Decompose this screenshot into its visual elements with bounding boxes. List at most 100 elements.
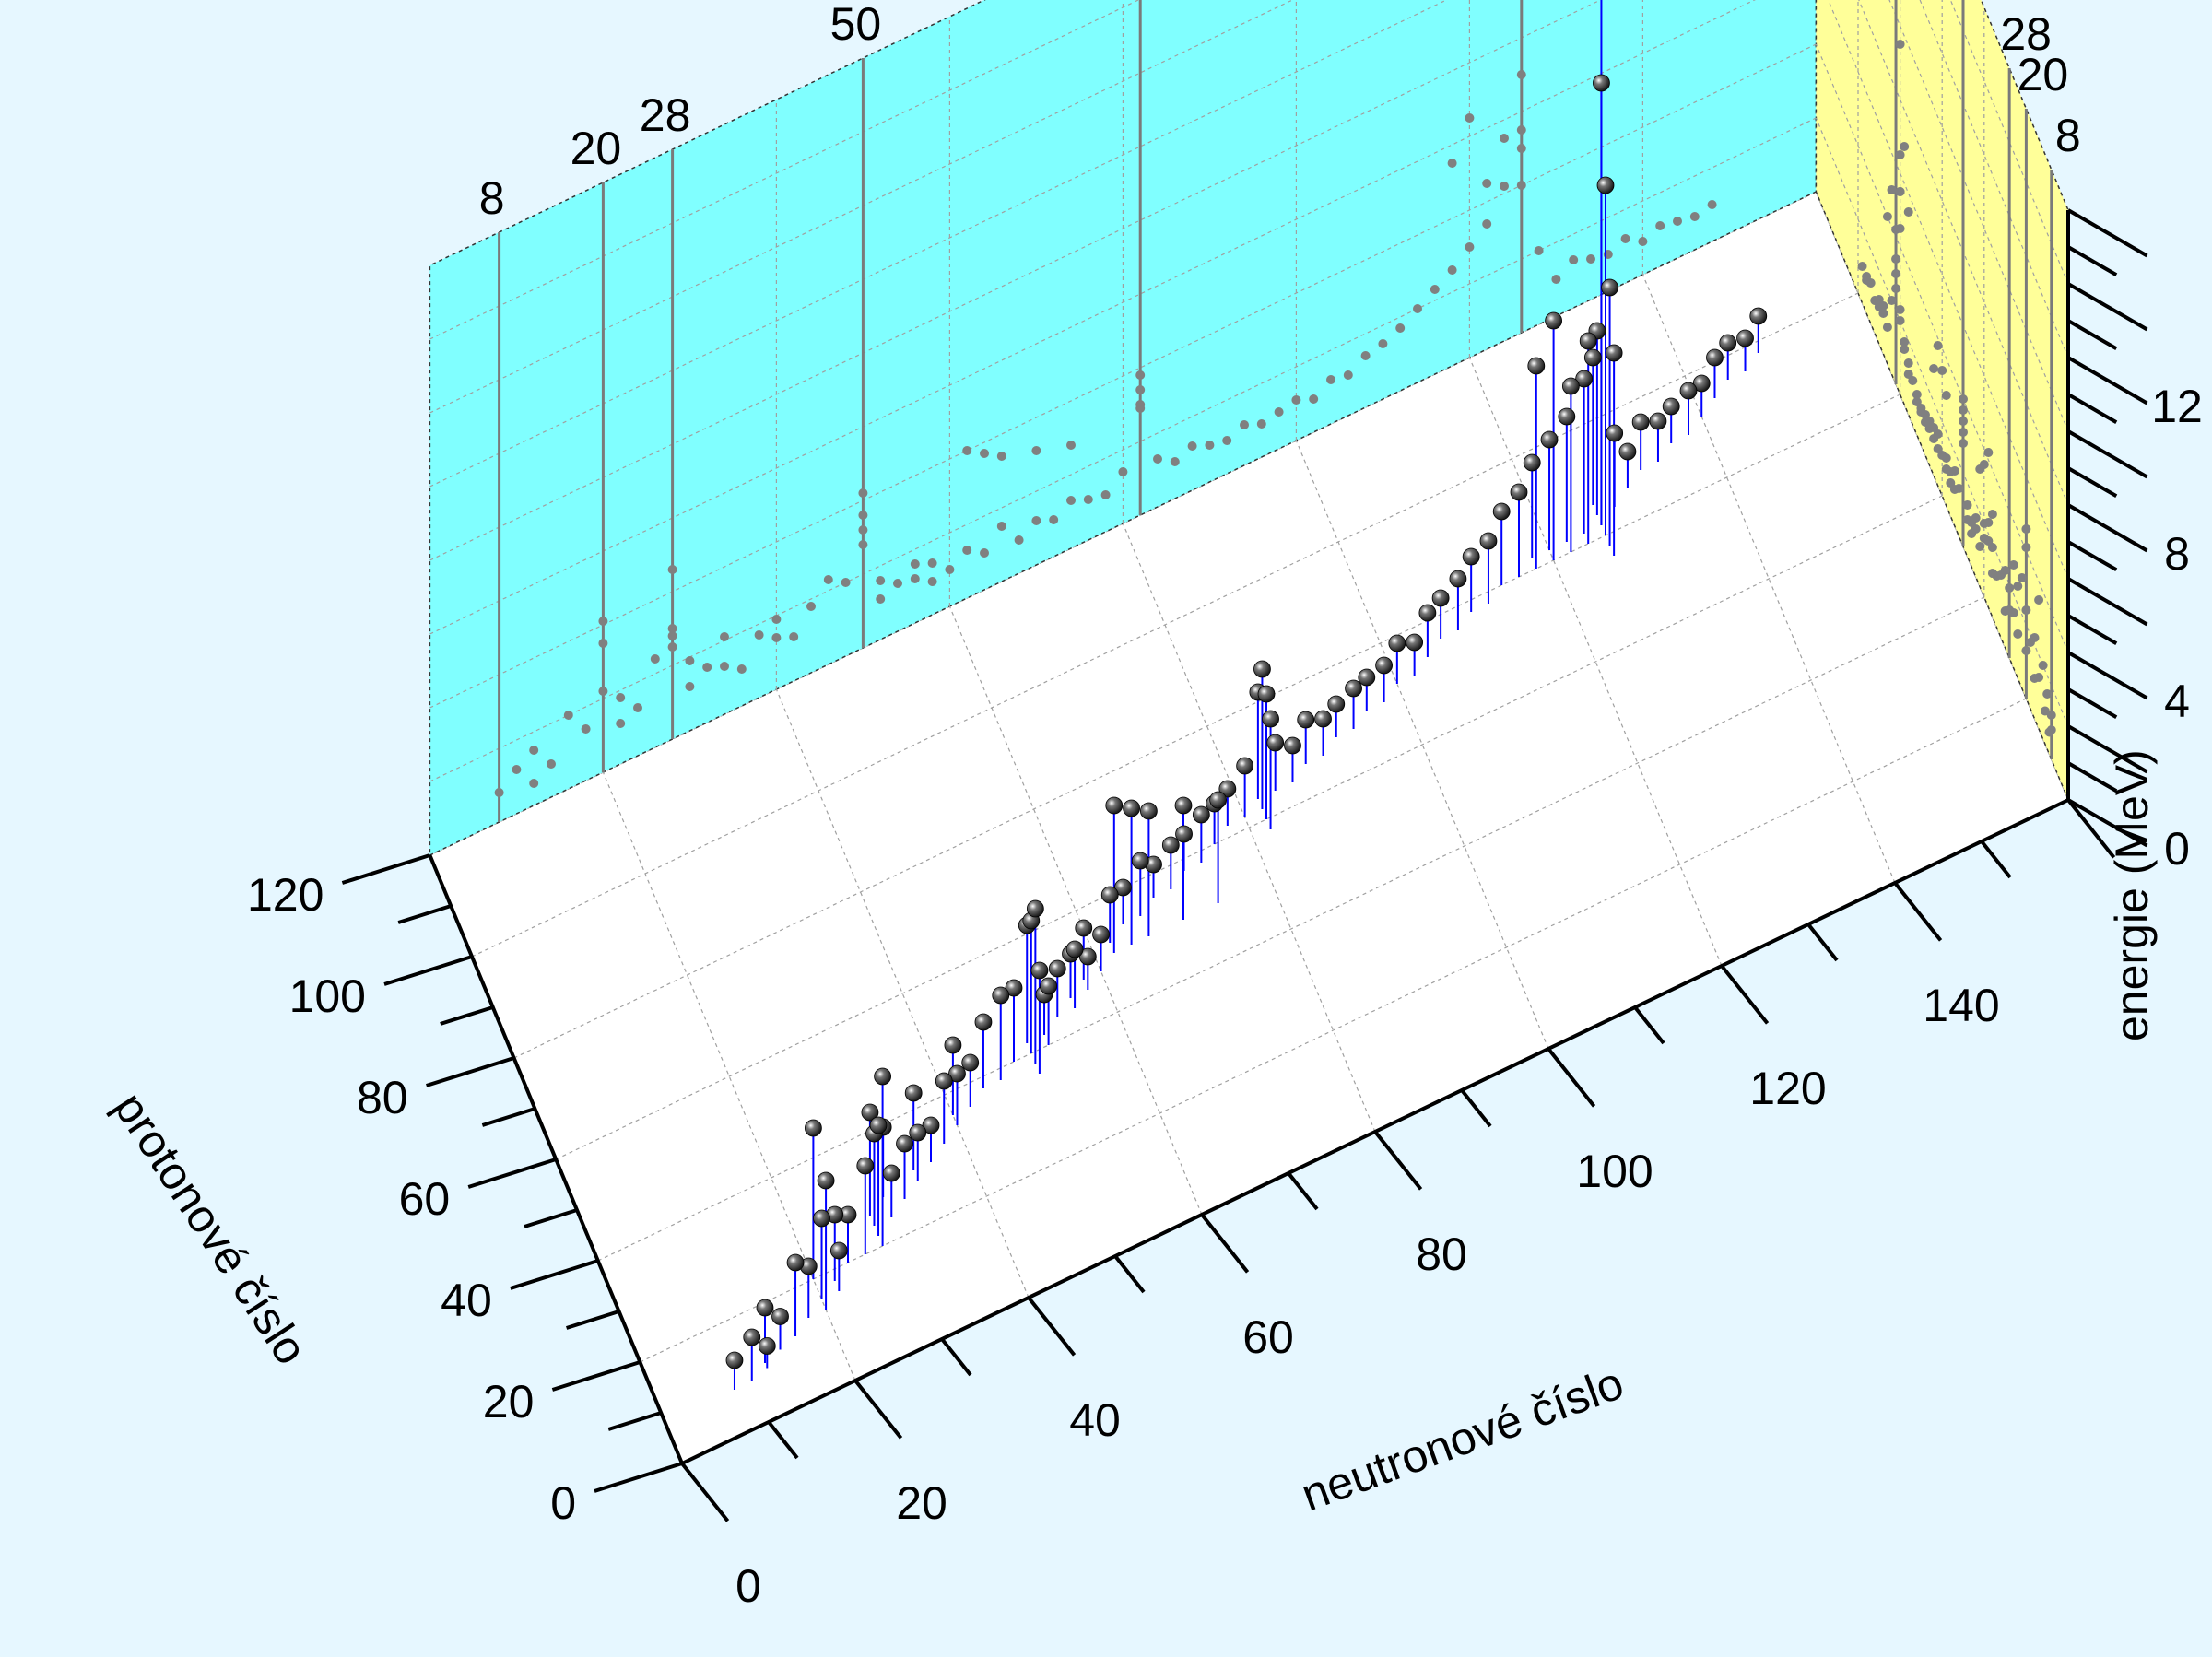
data-point <box>1026 899 1044 918</box>
data-point <box>974 1013 993 1031</box>
x-tick-label: 20 <box>896 1477 947 1529</box>
x-tick <box>680 1462 730 1522</box>
projection-dot-back <box>1170 457 1180 466</box>
z-tick <box>2066 393 2118 424</box>
projection-dot-side <box>1941 391 1951 400</box>
floor-grid-line <box>640 698 2027 1363</box>
projection-dot-back <box>1447 265 1457 275</box>
x-tick <box>1547 1047 1596 1108</box>
projection-dot-side <box>1959 439 1968 448</box>
projection-dot-side <box>1887 185 1897 194</box>
floor-grid-line <box>513 394 1900 1059</box>
projection-dot-side <box>1941 464 1951 474</box>
data-point <box>861 1103 879 1122</box>
projection-dot-back <box>667 624 677 633</box>
projection-dot-back <box>910 574 920 583</box>
back-wall-grid-line <box>429 117 1817 782</box>
y-tick <box>565 1310 620 1330</box>
projection-dot-back <box>616 719 626 728</box>
y-tick-label: 120 <box>247 869 324 921</box>
data-point <box>1575 370 1594 388</box>
data-point <box>909 1123 927 1142</box>
back-wall-grid-line <box>429 0 1602 561</box>
projection-dot-side <box>1895 40 1905 49</box>
projection-dot-back <box>1655 221 1665 230</box>
projection-dot-back <box>720 632 729 641</box>
projection-dot-back <box>996 452 1006 461</box>
magic-label-proton: 28 <box>2000 8 2052 60</box>
data-point <box>1100 886 1119 904</box>
projection-dot-side <box>1959 394 1968 404</box>
back-wall-grid-line <box>429 0 1294 414</box>
projection-dot-back <box>1240 420 1249 429</box>
y-tick-label: 20 <box>483 1376 535 1428</box>
data-point <box>1631 413 1650 431</box>
projection-dot-back <box>1707 200 1717 209</box>
projection-dot-back <box>841 578 851 587</box>
back-wall-grid-line <box>429 43 1817 709</box>
chart-gridlines <box>429 0 2069 1381</box>
x-tick <box>1287 1171 1319 1211</box>
data-point <box>1345 679 1362 698</box>
y-tick <box>510 1259 599 1290</box>
projection-dot-side <box>2005 583 2015 593</box>
y-tick <box>440 1005 494 1026</box>
z-tick-label: 0 <box>2164 823 2190 875</box>
data-point <box>1406 633 1424 652</box>
projection-dot-back <box>876 594 886 604</box>
data-point <box>1075 919 1093 937</box>
data-point <box>1140 802 1158 820</box>
chart-walls <box>429 0 2069 1465</box>
projection-dot-side <box>2042 689 2053 699</box>
data-point <box>1719 334 1737 352</box>
x-tick-label: 140 <box>1923 980 1999 1031</box>
projection-dot-side <box>1929 364 1939 373</box>
data-point <box>1579 332 1597 350</box>
data-point <box>1266 734 1285 752</box>
projection-dot-back <box>720 662 729 671</box>
data-point <box>1048 959 1066 978</box>
projection-dot-back <box>1100 490 1111 499</box>
projection-dot-back <box>1500 182 1509 191</box>
projection-dot-side <box>1920 417 1930 427</box>
projection-dot-side <box>1987 569 1997 578</box>
projection-dot-side <box>1903 207 1913 217</box>
projection-dot-side <box>1891 284 1901 293</box>
projection-dot-back <box>806 602 816 611</box>
projection-dot-side <box>1967 529 1977 538</box>
projection-dot-side <box>2021 524 2031 534</box>
projection-dot-back <box>702 663 712 672</box>
projection-dot-side <box>1903 370 1913 379</box>
data-point <box>1706 348 1724 367</box>
data-point <box>1492 502 1511 521</box>
data-point <box>1388 634 1406 652</box>
data-point <box>948 1064 966 1083</box>
projection-dot-back <box>1256 419 1266 429</box>
z-tick <box>2066 208 2148 258</box>
projection-dot-back <box>1500 134 1509 143</box>
x-tick <box>2066 798 2116 859</box>
data-point <box>1523 453 1541 472</box>
projection-dot-back <box>598 617 608 626</box>
projection-dot-side <box>1900 142 1910 151</box>
projection-dot-back <box>1083 495 1093 504</box>
data-point <box>817 1171 835 1190</box>
x-tick <box>853 1379 903 1440</box>
projection-dot-side <box>1882 323 1892 332</box>
y-tick <box>397 904 452 924</box>
projection-dot-side <box>1962 515 1972 524</box>
z-tick <box>2066 687 2118 719</box>
data-point <box>1479 532 1498 550</box>
data-point <box>944 1036 962 1054</box>
data-point <box>1040 977 1057 995</box>
y-tick-label: 80 <box>357 1072 408 1123</box>
data-point <box>1078 947 1097 966</box>
data-point <box>1314 710 1332 728</box>
magic-label-proton: 20 <box>2018 49 2069 100</box>
projection-dot-back <box>1118 467 1128 476</box>
projection-dot-side <box>1895 187 1905 196</box>
floor-grid-line <box>555 495 1943 1160</box>
data-point <box>1123 799 1140 817</box>
projection-dot-side <box>2021 605 2031 615</box>
data-point <box>743 1328 761 1346</box>
